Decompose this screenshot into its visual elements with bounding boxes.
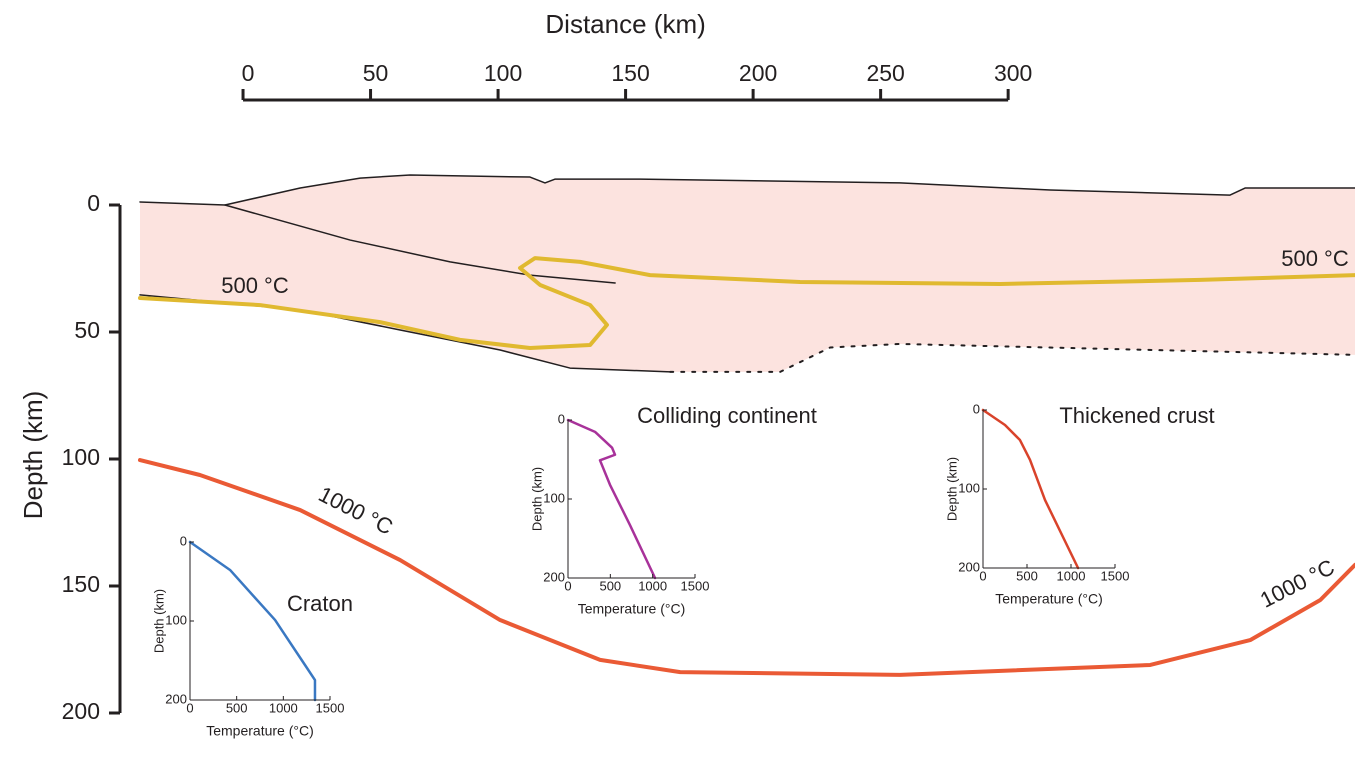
boundary-line: [568, 420, 655, 578]
y-tick-label: 100: [165, 612, 187, 627]
y-tick-label: 200: [958, 559, 980, 574]
x-tick-label: 1500: [1101, 568, 1130, 583]
x-axis-title: Temperature (°C): [995, 591, 1103, 607]
x-tick-label: 0: [564, 578, 571, 593]
isotherm-label: 500 °C: [1281, 246, 1349, 271]
isotherm-label: 1000 °C: [315, 481, 397, 540]
y-tick-label: 100: [62, 444, 100, 470]
y-tick-label: 200: [62, 698, 100, 724]
y-tick-label: 0: [180, 533, 187, 548]
y-tick-label: 200: [165, 691, 187, 706]
x-tick-label: 200: [739, 60, 777, 86]
x-tick-label: 50: [363, 60, 389, 86]
y-axis-title: Depth (km): [18, 391, 48, 520]
y-tick-label: 0: [87, 190, 100, 216]
x-tick-label: 150: [611, 60, 649, 86]
y-tick-label: 100: [958, 480, 980, 495]
x-tick-label: 0: [186, 700, 193, 715]
x-tick-label: 1500: [316, 700, 345, 715]
crust-area: [140, 175, 1355, 372]
y-tick-label: 0: [973, 401, 980, 416]
inset-title: Colliding continent: [637, 403, 817, 428]
x-tick-label: 500: [226, 700, 248, 715]
y-axis-title: Depth (km): [151, 589, 166, 653]
y-tick-label: 100: [543, 490, 565, 505]
x-tick-label: 0: [979, 568, 986, 583]
y-axis-title: Depth (km): [944, 457, 959, 521]
x-tick-label: 1000: [269, 700, 298, 715]
figure: 0 50 100 150 200 250 300 Distance (km) 0 50 100 150…: [0, 0, 1355, 763]
y-tick-label: 150: [62, 571, 100, 597]
inset-title: Thickened crust: [1059, 403, 1214, 428]
x-axis-title: Temperature (°C): [206, 723, 314, 739]
isotherm-label: 500 °C: [221, 273, 289, 298]
y-tick-label: 50: [74, 317, 100, 343]
x-axis-title: Distance (km): [545, 9, 705, 39]
y-axis-title: Depth (km): [529, 467, 544, 531]
x-tick-label: 0: [242, 60, 255, 86]
x-tick-label: 1500: [681, 578, 710, 593]
y-tick-label: 200: [543, 569, 565, 584]
x-tick-label: 1000: [1057, 568, 1086, 583]
page: {"chart_data": [ {"type": "line", "xlabe…: [0, 0, 1355, 763]
x-tick-label: 500: [1016, 568, 1038, 583]
boundary-line: [190, 542, 315, 700]
y-tick-label: 0: [558, 411, 565, 426]
x-tick-label: 100: [484, 60, 522, 86]
x-tick-label: 250: [866, 60, 904, 86]
boundary-line: [983, 410, 1078, 568]
isotherm-label: 1000 °C: [1256, 554, 1338, 613]
inset-title: Craton: [287, 591, 353, 616]
x-axis-title: Temperature (°C): [578, 601, 686, 617]
x-tick-label: 1000: [638, 578, 667, 593]
x-tick-label: 500: [599, 578, 621, 593]
x-tick-label: 300: [994, 60, 1032, 86]
